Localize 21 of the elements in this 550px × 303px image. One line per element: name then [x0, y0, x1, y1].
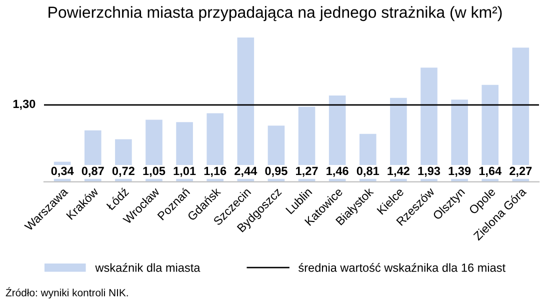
- data-label: 1,27: [296, 166, 318, 177]
- text: 1,30: [13, 100, 36, 110]
- data-label: 1,93: [418, 166, 440, 177]
- data-label: 1,01: [174, 166, 196, 177]
- data-label: 0,87: [82, 166, 104, 177]
- text: Źródło: wyniki kontroli NIK.: [6, 287, 128, 298]
- data-label: 0,72: [112, 166, 134, 177]
- legend-label: średnia wartość wskaźnika dla 16 miast: [298, 263, 506, 272]
- data-label: 1,39: [448, 166, 471, 177]
- legend-label: wskaźnik dla miasta: [95, 263, 200, 272]
- data-label: 0,34: [51, 166, 74, 177]
- data-label: 1,46: [326, 166, 348, 177]
- data-label: 0,95: [265, 166, 288, 177]
- data-label: 1,05: [143, 166, 166, 177]
- data-label: 2,27: [510, 166, 532, 177]
- data-label: 0,81: [356, 166, 380, 177]
- chart-title: Powierzchnia miasta przypadająca na jednego strażnika (w km²): [48, 6, 502, 22]
- data-label: 2,44: [234, 166, 258, 177]
- data-label: 1,42: [388, 166, 410, 177]
- data-label: 1,64: [479, 166, 502, 177]
- data-label: 1,16: [204, 166, 226, 177]
